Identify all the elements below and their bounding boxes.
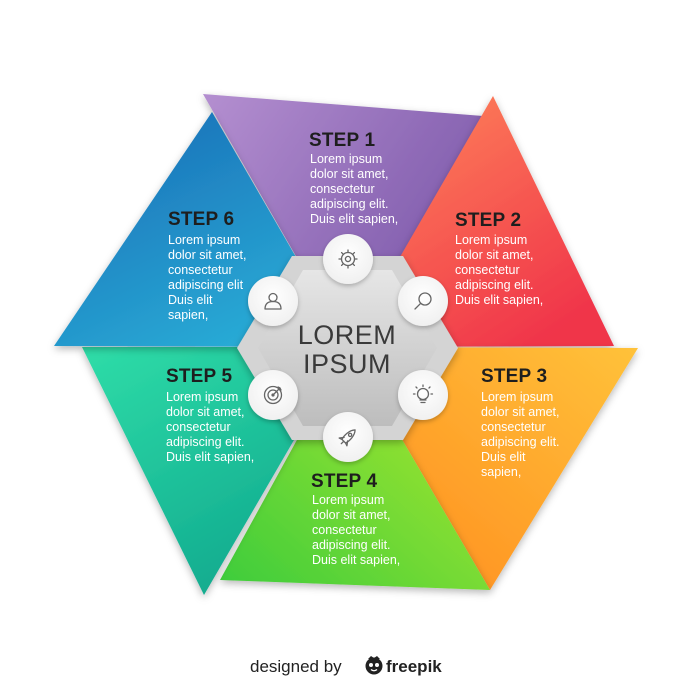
step-2-body: Lorem ipsum dolor sit amet, consectetur … xyxy=(455,233,543,307)
step-2-text: STEP 2 Lorem ipsum dolor sit amet, conse… xyxy=(455,210,543,307)
user-icon xyxy=(264,292,282,310)
footer-credit: designed by freepik xyxy=(250,656,442,676)
footer-prefix: designed by xyxy=(250,657,342,676)
rocket-icon xyxy=(338,429,356,447)
step-4-panel xyxy=(220,347,490,590)
step-3-title: STEP 3 xyxy=(481,366,547,387)
target-icon xyxy=(263,385,283,405)
step-5-body: Lorem ipsum dolor sit amet, consectetur … xyxy=(166,390,254,464)
step-6-body: Lorem ipsum dolor sit amet, consectetur … xyxy=(168,233,250,322)
step-1-icon-circle xyxy=(323,234,373,284)
step-2-title: STEP 2 xyxy=(455,210,521,231)
step-4-body: Lorem ipsum dolor sit amet, consectetur … xyxy=(312,493,400,567)
step-6-title: STEP 6 xyxy=(168,209,234,230)
center-title-line1: LOREM xyxy=(298,320,397,350)
step-5-title: STEP 5 xyxy=(166,366,233,387)
step-1-title: STEP 1 xyxy=(309,130,376,151)
footer-brand: freepik xyxy=(386,657,442,676)
step-4-icon-circle xyxy=(323,412,373,462)
step-3-icon-circle xyxy=(398,370,448,420)
step-3-text: STEP 3 Lorem ipsum dolor sit amet, conse… xyxy=(481,366,563,479)
step-4-title: STEP 4 xyxy=(311,471,378,492)
center-title-line2: IPSUM xyxy=(303,349,391,379)
step-5-text: STEP 5 Lorem ipsum dolor sit amet, conse… xyxy=(166,366,254,464)
step-1-body: Lorem ipsum dolor sit amet, consectetur … xyxy=(310,152,398,226)
gear-icon xyxy=(338,249,358,269)
step-4-text: STEP 4 Lorem ipsum dolor sit amet, conse… xyxy=(311,471,400,567)
freepik-logo-icon xyxy=(365,656,383,675)
step-6-text: STEP 6 Lorem ipsum dolor sit amet, conse… xyxy=(168,209,250,322)
step-1-text: STEP 1 Lorem ipsum dolor sit amet, conse… xyxy=(309,130,398,226)
lightbulb-icon xyxy=(412,384,434,404)
step-3-body: Lorem ipsum dolor sit amet, consectetur … xyxy=(481,390,563,479)
step-1-panel xyxy=(203,94,483,347)
magnifier-icon xyxy=(414,292,432,310)
step-2-icon-circle xyxy=(398,276,448,326)
center-hexagon xyxy=(258,270,437,426)
